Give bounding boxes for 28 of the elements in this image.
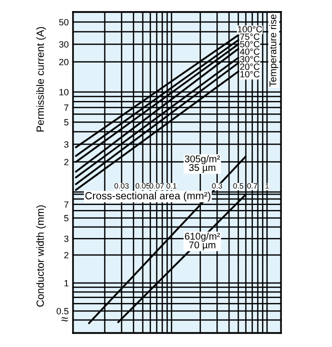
series-label: 305g/m² 35 µm	[184, 155, 220, 173]
series-label: 20°C	[240, 63, 260, 70]
series-label: 100°C	[238, 26, 262, 32]
y-tick-label: 7	[64, 201, 68, 208]
y-tick-label: 0.5	[56, 308, 68, 314]
y-tick-label: 5	[64, 215, 68, 222]
y-tick-label: 20	[59, 58, 68, 66]
series-label: 75°C	[240, 33, 260, 40]
y-axis-title: Permissible current (A)	[36, 27, 46, 132]
series-label: 610g/m² 70 µm	[184, 232, 220, 250]
text: ≈	[62, 317, 68, 322]
y-tick-label: 2	[64, 158, 68, 166]
series-label: 10°C	[240, 71, 260, 78]
y-tick-label: 7	[64, 104, 68, 111]
y-tick-label: 30	[59, 41, 68, 48]
y-axis-title: Conductor width (mm)	[36, 205, 46, 307]
y-tick-label: 10	[59, 88, 68, 96]
y-tick-label: 2	[64, 252, 68, 258]
y-tick-label: 50	[59, 19, 68, 26]
y-tick-label: 5	[64, 119, 68, 126]
y-tick-label: 3	[64, 141, 68, 148]
series-label: 40°C	[240, 48, 260, 55]
series-label: 50°C	[240, 40, 260, 48]
y-tick-label: 1	[64, 280, 68, 286]
x-axis-title: Cross-sectional area (mm²)	[85, 192, 210, 202]
y-tick-label: 3	[64, 236, 68, 242]
series-label: 30°C	[240, 56, 260, 62]
annotation: Temperature rise	[269, 14, 278, 87]
